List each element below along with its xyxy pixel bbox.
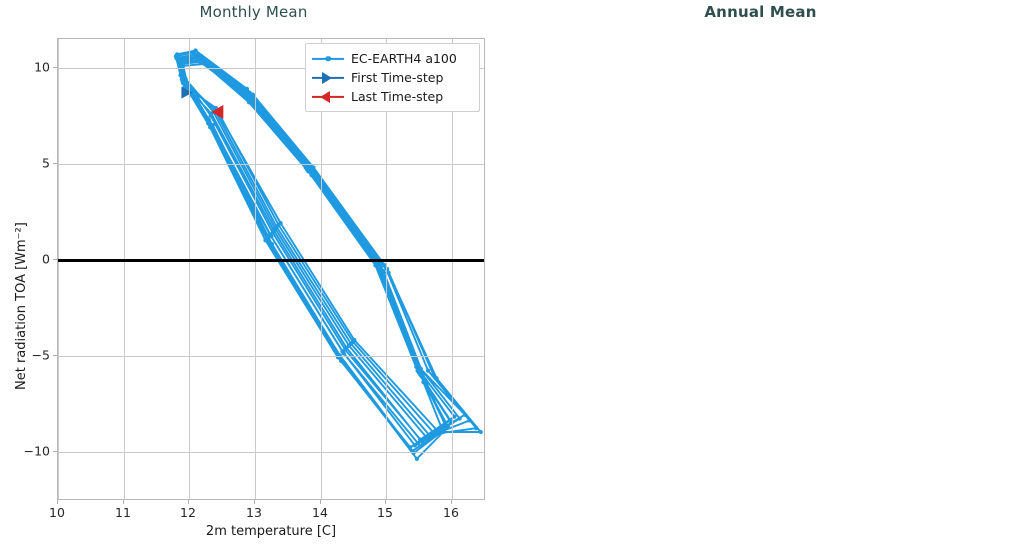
- panel-title-annual: Annual Mean: [704, 3, 817, 21]
- ytickmark-monthly-3: [53, 355, 57, 356]
- ytickmark-monthly-1: [53, 163, 57, 164]
- ytick-annual-2: 1: [1007, 229, 1014, 244]
- xtick-monthly-4: 14: [312, 505, 328, 520]
- ytickmark-monthly-0: [53, 67, 57, 68]
- xtickmark-monthly-0: [57, 500, 58, 504]
- xtickmark-monthly-2: [188, 500, 189, 504]
- legend-label-series: EC-EARTH4 a100: [351, 51, 457, 66]
- ytick-annual-1: 2: [1007, 141, 1014, 156]
- legend-label-last-timestep: Last Time-step: [351, 89, 444, 104]
- xtick-monthly-2: 12: [180, 505, 196, 520]
- ytick-annual-0: 3: [1007, 53, 1014, 68]
- gridline-x-15: [386, 39, 387, 499]
- xaxis-label-monthly: 2m temperature [C]: [205, 524, 337, 539]
- series-monthly-trajectory: [173, 48, 483, 461]
- ytick-monthly-2: 0: [42, 251, 50, 267]
- xtick-monthly-0: 10: [49, 505, 65, 520]
- gridline-y-minus5: [58, 356, 484, 357]
- xtickmark-monthly-3: [254, 500, 255, 504]
- yaxis-label-monthly: Net radiation TOA [Wm⁻²]: [14, 222, 29, 390]
- legend-monthly: EC-EARTH4 a100 First Time-step Last Time…: [305, 43, 480, 112]
- gridline-y-minus10: [58, 452, 484, 453]
- legend-key-line-marker-icon: [312, 52, 344, 66]
- xtick-monthly-3: 13: [246, 505, 262, 520]
- legend-key-triangle-right-icon: [312, 71, 344, 85]
- ytick-monthly-4: −10: [23, 443, 50, 459]
- ytickmark-monthly-4: [53, 451, 57, 452]
- gridline-x-11: [124, 39, 125, 499]
- panel-annual-mean: Annual Mean 1990 2001: [507, 0, 1014, 544]
- gridline-x-14: [321, 39, 322, 499]
- panel-title-monthly: Monthly Mean: [199, 3, 308, 21]
- ytick-monthly-0: 10: [34, 59, 50, 75]
- gridline-y-5: [58, 164, 484, 165]
- gridline-x-12: [189, 39, 190, 499]
- gridline-x-13: [255, 39, 256, 499]
- legend-label-first-timestep: First Time-step: [351, 70, 444, 85]
- xtick-monthly-6: 16: [443, 505, 459, 520]
- panel-monthly-mean: Monthly Mean 10 5 0 −5 −10: [14, 3, 485, 539]
- xtick-monthly-1: 11: [115, 505, 131, 520]
- gridline-x-10: [58, 39, 59, 499]
- legend-row-series: EC-EARTH4 a100: [312, 49, 471, 68]
- ytickmark-monthly-2: [53, 259, 57, 260]
- gridline-y-10: [58, 68, 484, 69]
- gridline-x-16: [452, 39, 453, 499]
- ytick-monthly-1: 5: [42, 155, 50, 171]
- zero-reference-line: [58, 259, 484, 262]
- xtickmark-monthly-1: [123, 500, 124, 504]
- ytick-monthly-3: −5: [31, 347, 50, 363]
- xtickmark-monthly-6: [451, 500, 452, 504]
- legend-row-last-timestep: Last Time-step: [312, 87, 471, 106]
- legend-key-triangle-left-icon: [312, 90, 344, 104]
- ytick-annual-3: 0: [1007, 317, 1014, 332]
- plot-area-monthly: [57, 38, 485, 500]
- ytick-annual-4: −1: [1001, 405, 1014, 420]
- legend-row-first-timestep: First Time-step: [312, 68, 471, 87]
- xtickmark-monthly-5: [385, 500, 386, 504]
- xtickmark-monthly-4: [320, 500, 321, 504]
- xtick-monthly-5: 15: [377, 505, 393, 520]
- ytick-annual-5: −2: [1001, 493, 1014, 508]
